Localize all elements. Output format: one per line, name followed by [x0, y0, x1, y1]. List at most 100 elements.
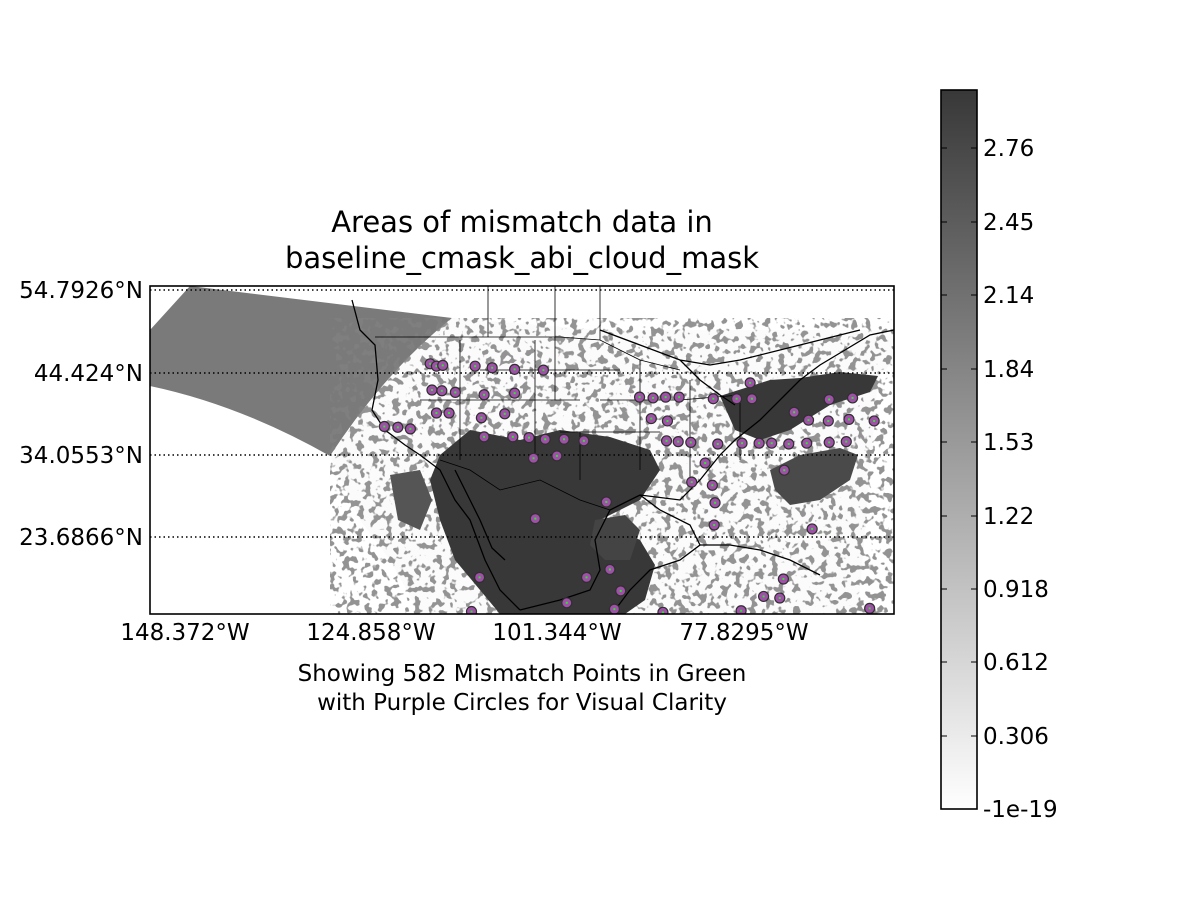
purple-circle-marker: [461, 622, 471, 632]
green-mismatch-dot: [712, 397, 715, 400]
mismatch-point: [731, 393, 743, 405]
mismatch-point: [404, 423, 416, 435]
purple-circle-marker: [926, 397, 936, 407]
green-mismatch-dot: [718, 646, 720, 648]
green-mismatch-dot: [782, 577, 785, 580]
mismatch-point: [507, 431, 519, 443]
green-mismatch-dot: [513, 392, 516, 395]
longitude-label: 148.372°W: [120, 620, 249, 646]
green-mismatch-dot: [851, 396, 854, 399]
purple-circle-marker: [465, 605, 478, 614]
mismatch-point: [478, 389, 490, 401]
mismatch-point: [706, 479, 718, 491]
mismatch-point: [580, 571, 593, 583]
colorbar-tick-label: 1.22: [983, 504, 1034, 530]
green-mismatch-dot: [906, 400, 908, 402]
green-mismatch-dot: [847, 418, 850, 421]
green-mismatch-dot: [491, 366, 494, 369]
mismatch-point: [604, 563, 616, 576]
mismatch-point: [868, 415, 880, 427]
green-mismatch-dot: [637, 634, 639, 636]
mismatch-point: [615, 585, 627, 597]
green-mismatch-dot: [480, 416, 483, 419]
mismatch-point: [392, 421, 404, 433]
mismatch-point: [926, 397, 936, 407]
mismatch-point: [647, 392, 659, 404]
mismatch-point: [478, 431, 490, 443]
green-mismatch-dot: [873, 419, 876, 422]
mismatch-point: [823, 393, 835, 406]
green-mismatch-dot: [513, 368, 516, 371]
mismatch-point: [872, 631, 882, 641]
mismatch-point: [461, 622, 471, 632]
mismatch-point: [902, 396, 912, 406]
green-mismatch-dot: [582, 439, 585, 442]
mismatch-point: [660, 435, 673, 447]
mismatch-point: [561, 597, 573, 609]
green-mismatch-dot: [465, 626, 467, 628]
longitude-label: 77.8295°W: [679, 620, 808, 646]
green-mismatch-dot: [528, 436, 531, 439]
colorbar-tick-label: 2.14: [983, 283, 1034, 309]
mismatch-point: [469, 360, 481, 372]
green-mismatch-dot: [666, 419, 669, 422]
green-mismatch-dot: [805, 442, 808, 445]
purple-circle-marker: [440, 643, 450, 653]
outside-domain-wedge: [150, 286, 452, 456]
green-mismatch-dot: [619, 589, 622, 592]
green-mismatch-dot: [652, 396, 655, 399]
latitude-labels: 54.7926°N 44.424°N 34.0553°N 23.6866°N: [19, 278, 143, 551]
mismatch-point: [660, 391, 672, 403]
mismatch-point: [509, 363, 521, 375]
green-mismatch-dot: [787, 442, 790, 445]
purple-circle-marker: [875, 645, 885, 655]
green-mismatch-dot: [409, 427, 412, 430]
green-mismatch-dot: [605, 500, 608, 503]
green-mismatch-dot: [741, 442, 744, 445]
colorbar-gradient: [940, 89, 978, 810]
green-mismatch-dot: [435, 412, 438, 415]
mismatch-point: [783, 438, 795, 450]
mismatch-point: [443, 407, 455, 419]
green-mismatch-dot: [470, 610, 473, 613]
mismatch-point: [475, 412, 487, 424]
mismatch-point: [686, 476, 698, 488]
purple-circle-marker: [858, 631, 868, 641]
colorbar-tick-label: 2.76: [983, 136, 1034, 162]
mismatch-points-layer: [378, 358, 936, 655]
green-mismatch-dot: [441, 364, 444, 367]
mismatch-point: [645, 412, 657, 425]
purple-circle-marker: [657, 606, 669, 614]
mismatch-point: [822, 415, 834, 427]
colorbar-tick-label: 1.53: [983, 430, 1034, 456]
green-mismatch-dot: [716, 442, 719, 445]
green-mismatch-dot: [778, 597, 781, 600]
green-mismatch-dot: [807, 419, 810, 422]
colorbar-tick-label: 2.45: [983, 210, 1034, 236]
mismatch-point: [449, 386, 461, 398]
colorbar-tick-label: 1.84: [983, 357, 1034, 383]
mismatch-point: [685, 436, 697, 449]
purple-circle-marker: [684, 645, 694, 655]
green-mismatch-dot: [503, 412, 506, 415]
mismatch-point: [864, 602, 876, 614]
latitude-label: 23.6866°N: [19, 525, 143, 551]
green-mismatch-dot: [678, 396, 681, 399]
green-mismatch-dot: [532, 457, 535, 460]
green-mismatch-dot: [429, 362, 432, 365]
green-mismatch-dot: [435, 365, 438, 368]
map-caption: Showing 582 Mismatch Points in Green wit…: [150, 660, 894, 718]
colorbar-ticks: -1e-19 0.306 0.612 0.918 1.22 1.53 1.84 2.14 2.4…: [941, 136, 1058, 823]
mismatch-point: [661, 415, 674, 427]
latitude-label: 54.7926°N: [19, 278, 143, 304]
green-mismatch-dot: [638, 396, 641, 399]
mismatch-point: [551, 450, 563, 462]
green-mismatch-dot: [665, 439, 668, 442]
colorbar-tick-label: -1e-19: [983, 797, 1058, 823]
mismatch-point: [753, 437, 765, 449]
map-frame: [149, 285, 895, 615]
mismatch-point: [712, 438, 724, 450]
mismatch-point: [766, 437, 778, 449]
mismatch-point: [840, 436, 852, 448]
